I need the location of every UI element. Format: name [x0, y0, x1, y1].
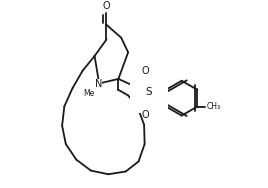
Text: S: S — [146, 87, 152, 97]
Text: O: O — [142, 110, 149, 120]
Text: Me: Me — [83, 89, 95, 98]
Text: O: O — [103, 2, 110, 11]
Text: N: N — [95, 79, 102, 89]
Text: O: O — [142, 66, 149, 76]
Text: CH₃: CH₃ — [206, 102, 221, 111]
